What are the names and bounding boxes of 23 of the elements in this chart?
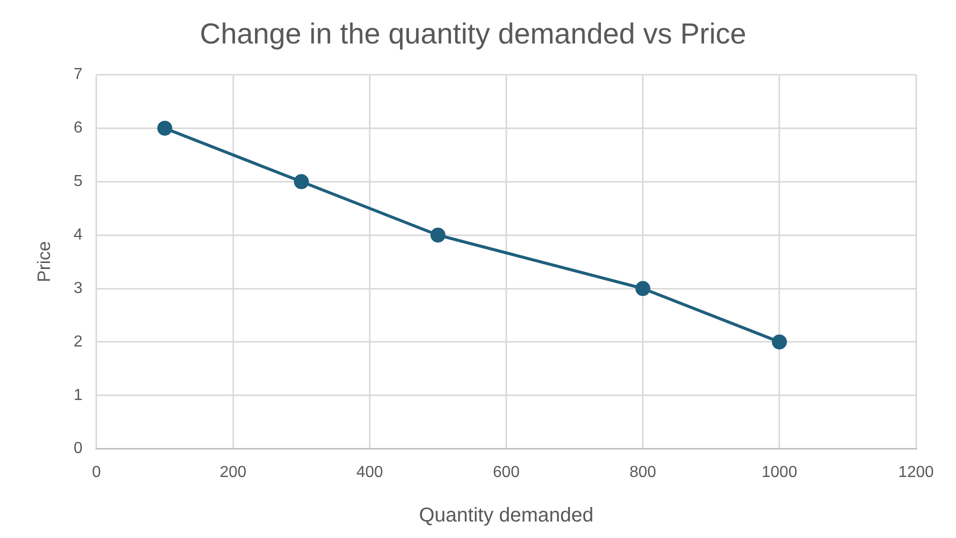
x-tick-label: 0	[92, 464, 102, 481]
x-tick-label: 400	[356, 464, 384, 481]
x-tick-label: 1200	[898, 464, 934, 481]
x-tick-label: 600	[492, 464, 520, 481]
point	[772, 334, 787, 350]
y-tick-label: 4	[74, 226, 83, 244]
point	[430, 228, 446, 243]
y-axis-title: Price	[34, 241, 54, 282]
point	[635, 281, 650, 296]
y-tick-label: 5	[74, 173, 83, 190]
point	[294, 174, 309, 190]
y-tick-label: 2	[74, 333, 83, 350]
x-tick-label: 200	[220, 464, 247, 481]
x-tick-label: 1000	[762, 464, 798, 481]
x-axis-title: Quantity demanded	[418, 504, 594, 527]
y-tick-label: 6	[74, 120, 83, 137]
y-tick-label: 7	[74, 66, 83, 84]
x-tick-label: 800	[629, 464, 656, 481]
y-tick-label: 3	[74, 280, 83, 297]
chart-title: Change in the quantity demanded vs Price	[200, 18, 746, 50]
y-tick-label: 1	[74, 386, 83, 404]
point	[157, 120, 172, 136]
y-tick-label: 0	[74, 440, 83, 458]
